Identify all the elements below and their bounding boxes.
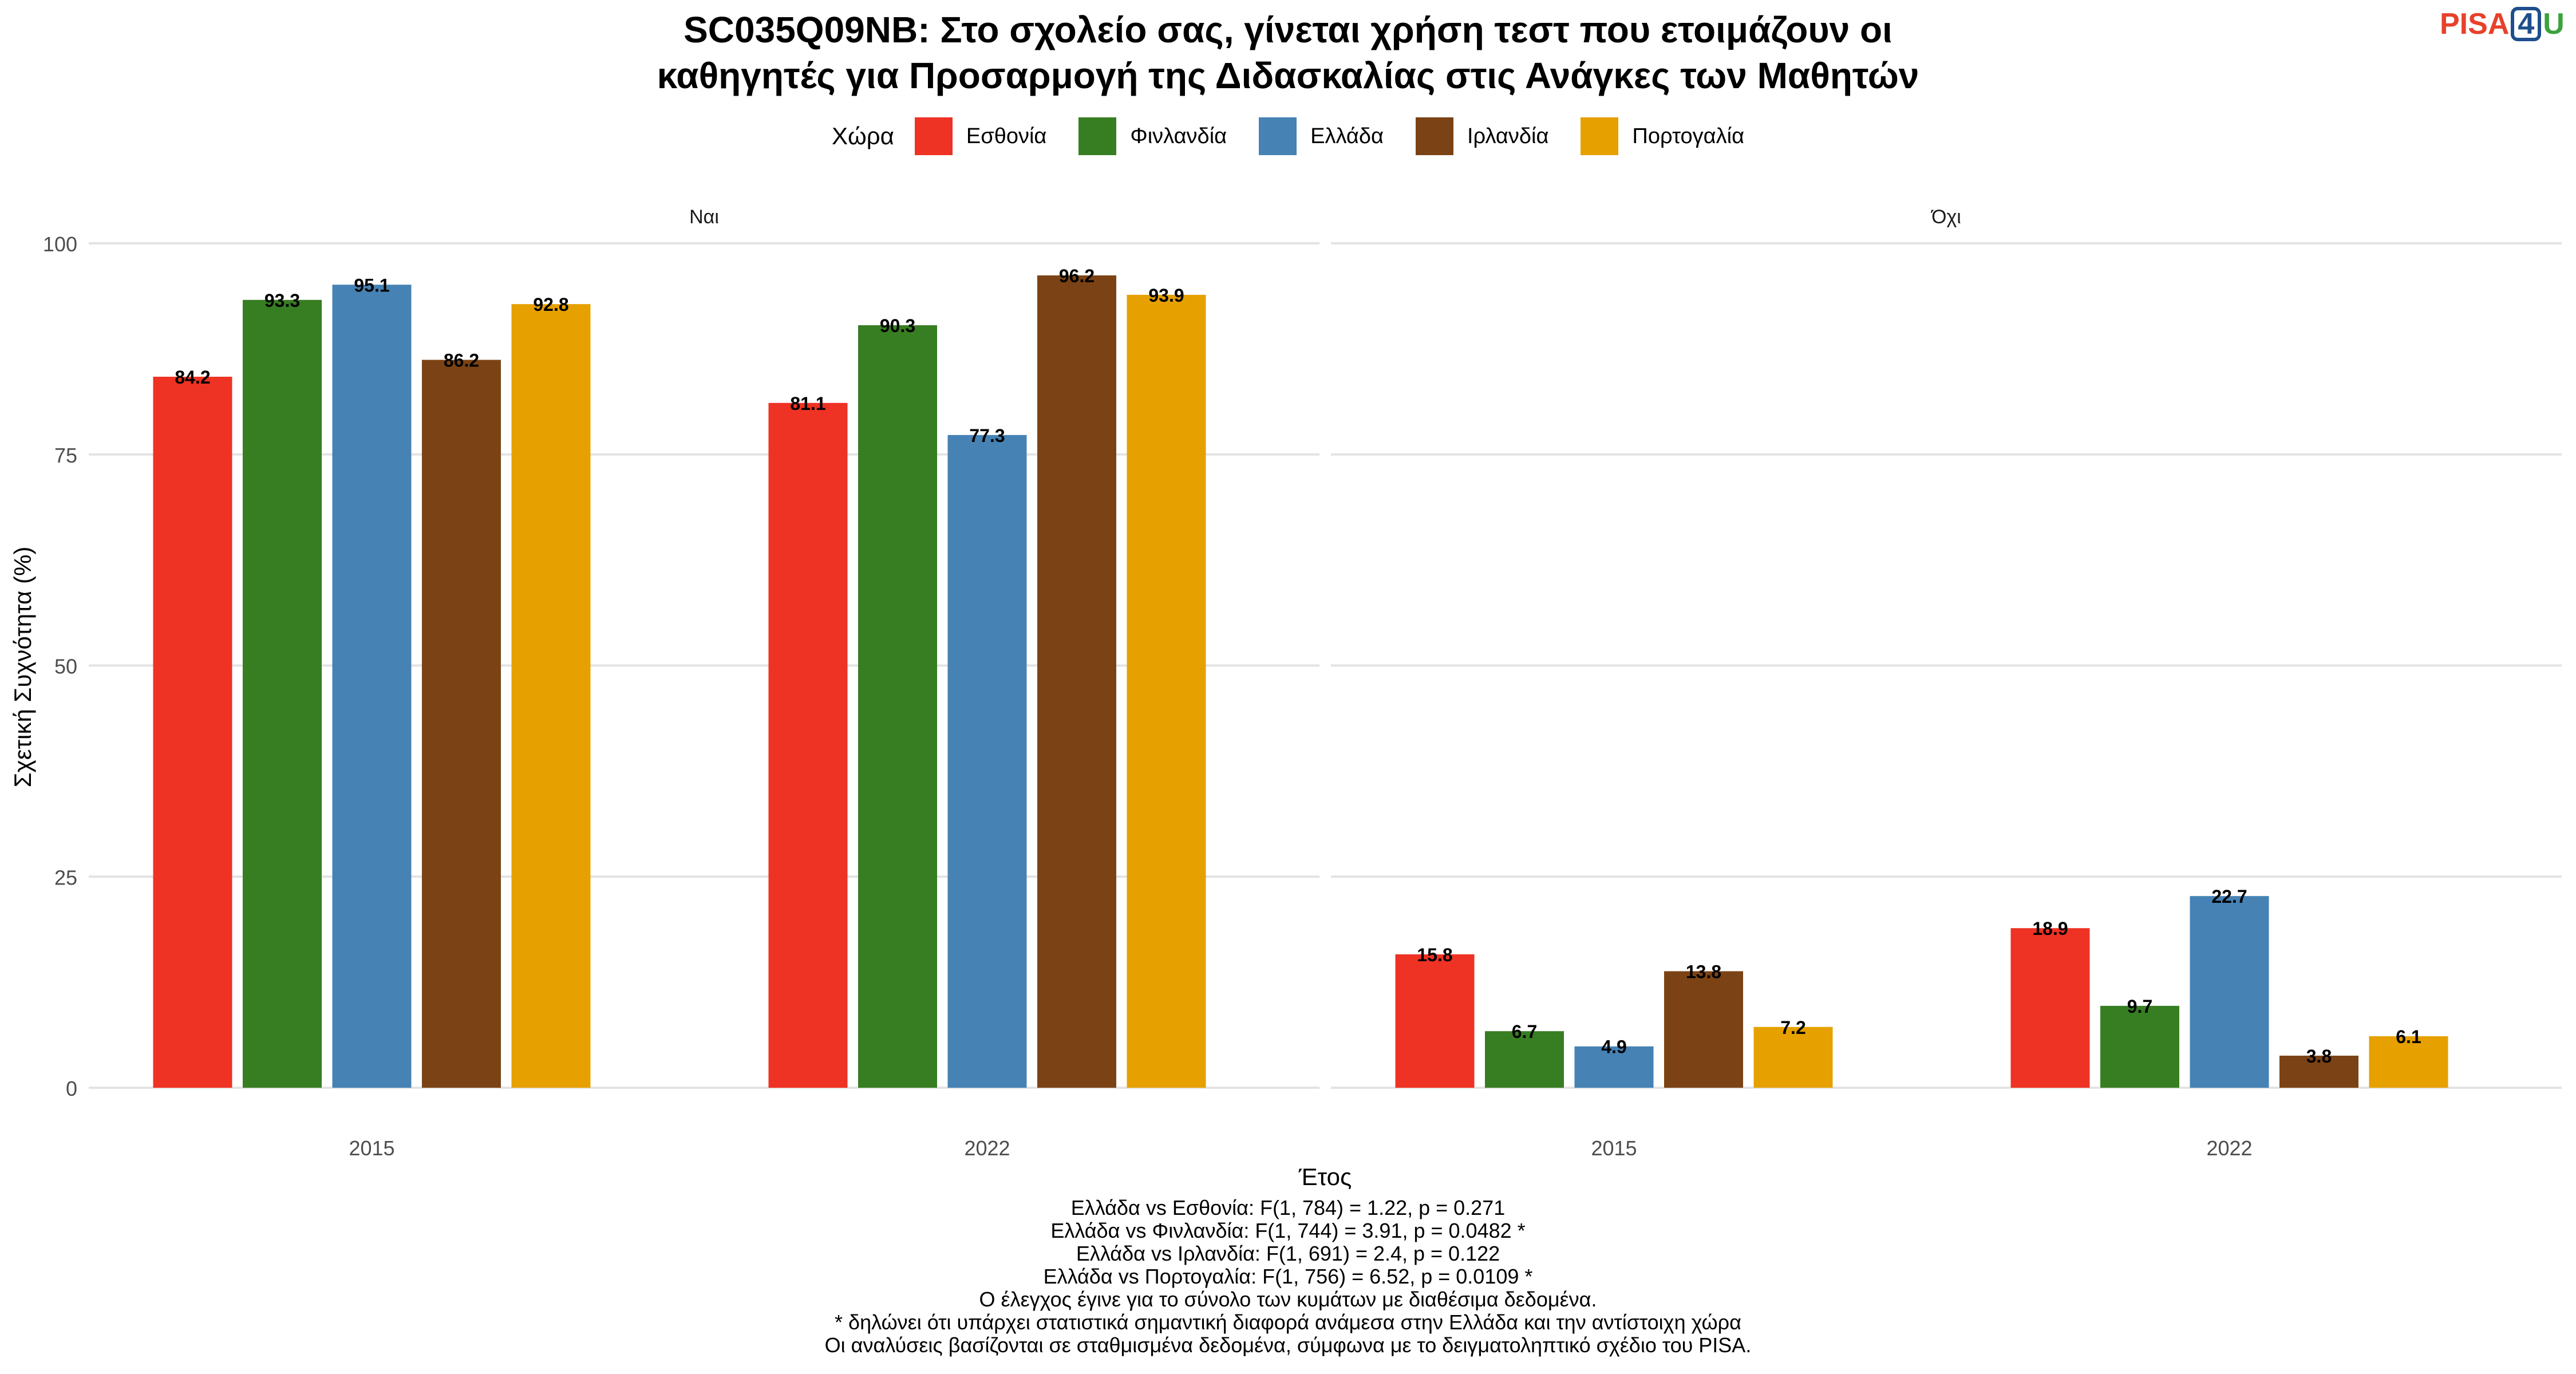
data-label: 6.7 (1512, 1021, 1537, 1042)
y-tick-label: 75 (54, 444, 77, 467)
logo-pisa: PISA (2440, 7, 2510, 41)
bar-finland-2015 (1485, 1031, 1564, 1088)
data-label: 15.8 (1417, 945, 1452, 965)
bar-portugal-2022 (2369, 1036, 2448, 1088)
logo-four: 4 (2511, 7, 2542, 41)
x-tick-label: 2022 (2206, 1136, 2252, 1160)
bar-portugal-2015 (1753, 1026, 1833, 1088)
data-label: 95.1 (354, 275, 389, 295)
bar-greece-2015 (1574, 1046, 1654, 1088)
data-label: 13.8 (1686, 961, 1721, 982)
legend-item-ireland: Ιρλανδία (1416, 117, 1548, 155)
y-tick-label: 100 (43, 232, 77, 256)
footnote-line: Οι αναλύσεις βασίζονται σε σταθμισμένα δ… (824, 1333, 1752, 1357)
panel-yes: Ναι 84.2 93.3 95.1 86.2 92.8 2015 81.1 90.3 77.3 9… (89, 206, 1319, 1160)
bar-estonia-2022 (768, 402, 848, 1088)
data-label: 4.9 (1601, 1037, 1626, 1057)
legend-label-portugal: Πορτογαλία (1632, 124, 1745, 148)
bar-greece-2015 (332, 285, 412, 1088)
footnotes: Ελλάδα vs Εσθονία: F(1, 784) = 1.22, p =… (0, 1197, 2576, 1357)
y-tick-label: 50 (54, 655, 77, 678)
chart-title-line-1: SC035Q09NB: Στο σχολείο σας, γίνεται χρή… (683, 9, 1893, 50)
pisa4u-logo: PISA 4 U (2440, 7, 2565, 41)
bar-greece-2022 (2190, 896, 2269, 1088)
y-tick-label: 25 (54, 866, 77, 889)
data-label: 6.1 (2396, 1026, 2421, 1047)
data-label: 3.8 (2306, 1046, 2332, 1067)
data-label: 92.8 (533, 294, 568, 315)
bar-portugal-2022 (1127, 294, 1206, 1088)
footnote-line: Ελλάδα vs Ιρλανδία: F(1, 691) = 2.4, p =… (1076, 1242, 1500, 1265)
bar-ireland-2022 (1037, 275, 1116, 1088)
data-label: 86.2 (444, 350, 479, 371)
y-axis-label: Σχετική Συχνότητα (%) (9, 547, 36, 788)
legend-item-finland: Φινλανδία (1078, 117, 1227, 155)
legend-item-estonia: Εσθονία (914, 117, 1047, 155)
x-tick-label: 2015 (349, 1136, 394, 1160)
x-tick-label: 2015 (1591, 1136, 1637, 1160)
bar-greece-2022 (947, 435, 1027, 1088)
data-label: 90.3 (880, 315, 915, 336)
panel-strip-label: Ναι (689, 206, 719, 228)
footnote-line: Ελλάδα vs Φινλανδία: F(1, 744) = 3.91, p… (1050, 1219, 1526, 1242)
legend-label-ireland: Ιρλανδία (1467, 124, 1549, 148)
data-label: 93.3 (264, 290, 300, 311)
legend-swatch-finland (1078, 117, 1117, 155)
footnote-line: * δηλώνει ότι υπάρχει στατιστικά σημαντι… (835, 1310, 1741, 1334)
data-label: 7.2 (1780, 1017, 1805, 1038)
data-label: 9.7 (2127, 996, 2152, 1017)
bar-finland-2022 (858, 325, 937, 1088)
data-label: 22.7 (2211, 886, 2247, 907)
legend-item-portugal: Πορτογαλία (1581, 117, 1744, 155)
bar-estonia-2015 (1395, 954, 1475, 1088)
panel-no: Όχι 15.8 6.7 4.9 13.8 7.2 2015 18.9 9.7 22.7 3.8 6.… (1331, 206, 2562, 1160)
bar-finland-2015 (243, 299, 322, 1088)
legend-label-finland: Φινλανδία (1130, 124, 1227, 148)
footnote-line: Ο έλεγχος έγινε για το σύνολο των κυμάτω… (979, 1288, 1597, 1311)
legend-swatch-portugal (1581, 117, 1619, 155)
data-label: 81.1 (790, 393, 825, 414)
bar-finland-2022 (2100, 1005, 2179, 1088)
x-tick-label: 2022 (964, 1136, 1010, 1160)
data-label: 96.2 (1059, 266, 1095, 286)
bar-portugal-2015 (511, 304, 591, 1088)
logo-u: U (2543, 7, 2565, 41)
data-label: 93.9 (1148, 285, 1184, 306)
bar-ireland-2022 (2279, 1055, 2358, 1088)
bar-estonia-2022 (2010, 928, 2090, 1088)
legend-label-greece: Ελλάδα (1310, 124, 1384, 148)
bar-ireland-2015 (1664, 971, 1743, 1088)
legend-swatch-ireland (1416, 117, 1453, 155)
legend-item-greece: Ελλάδα (1259, 117, 1384, 155)
data-label: 18.9 (2032, 918, 2068, 939)
data-label: 77.3 (969, 425, 1005, 446)
legend-swatch-greece (1259, 117, 1297, 155)
legend-title: Χώρα (831, 123, 894, 149)
legend-swatch-estonia (914, 117, 953, 155)
bar-estonia-2015 (153, 377, 232, 1088)
data-label: 84.2 (175, 367, 210, 388)
chart-title: SC035Q09NB: Στο σχολείο σας, γίνεται χρή… (0, 7, 2576, 98)
chart-title-line-2: καθηγητές για Προσαρμογή της Διδασκαλίας… (657, 55, 1919, 96)
x-axis-label: Έτος (1298, 1163, 1352, 1190)
y-tick-label: 0 (66, 1077, 77, 1100)
footnote-line: Ελλάδα vs Πορτογαλία: F(1, 756) = 6.52, … (1043, 1265, 1533, 1288)
legend-label-estonia: Εσθονία (966, 124, 1047, 148)
footnote-line: Ελλάδα vs Εσθονία: F(1, 784) = 1.22, p =… (1070, 1196, 1506, 1219)
panel-strip-label: Όχι (1930, 206, 1961, 228)
bar-ireland-2015 (422, 360, 501, 1088)
legend: Χώρα Εσθονία Φινλανδία Ελλάδα Ιρλανδία Π… (0, 116, 2576, 157)
